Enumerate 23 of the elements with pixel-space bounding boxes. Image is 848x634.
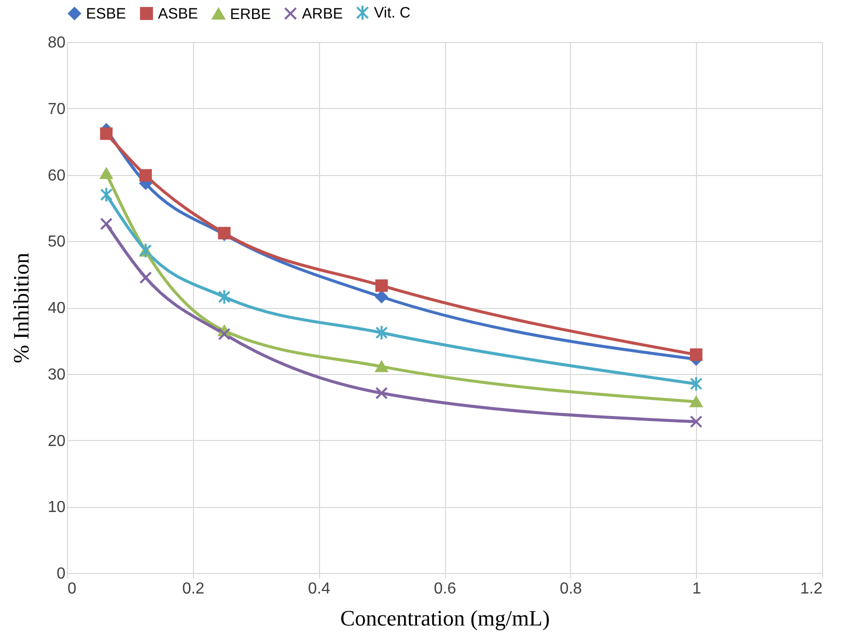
legend-label: ERBE <box>230 6 271 23</box>
y-tick-label: 60 <box>48 167 66 184</box>
x-tick-label: 1.2 <box>800 580 823 598</box>
y-axis-title: % Inhibition <box>8 252 34 364</box>
x-axis-title: Concentration (mg/mL) <box>340 606 550 630</box>
legend-label: ARBE <box>302 6 343 23</box>
y-tick-label: 70 <box>48 100 66 118</box>
legend-label: Vit. C <box>374 4 411 22</box>
x-tick-label: 0 <box>68 580 76 598</box>
y-tick-label: 20 <box>48 432 66 450</box>
y-tick-label: 0 <box>56 566 66 582</box>
y-tick-label: 10 <box>48 499 66 516</box>
x-tick-label: 0.2 <box>182 580 205 598</box>
legend-label: ESBE <box>86 6 126 23</box>
x-tick-label: 0.6 <box>434 580 456 598</box>
y-tick-label: 40 <box>48 300 66 317</box>
legend-label: ASBE <box>158 6 198 23</box>
x-tick-label: 0.4 <box>308 580 330 598</box>
y-tick-label: 30 <box>48 366 66 384</box>
y-tick-label: 50 <box>48 234 66 251</box>
x-tick-label: 0.8 <box>560 580 582 598</box>
y-tick-label: 80 <box>48 34 66 52</box>
x-tick-label: 1 <box>692 580 702 598</box>
